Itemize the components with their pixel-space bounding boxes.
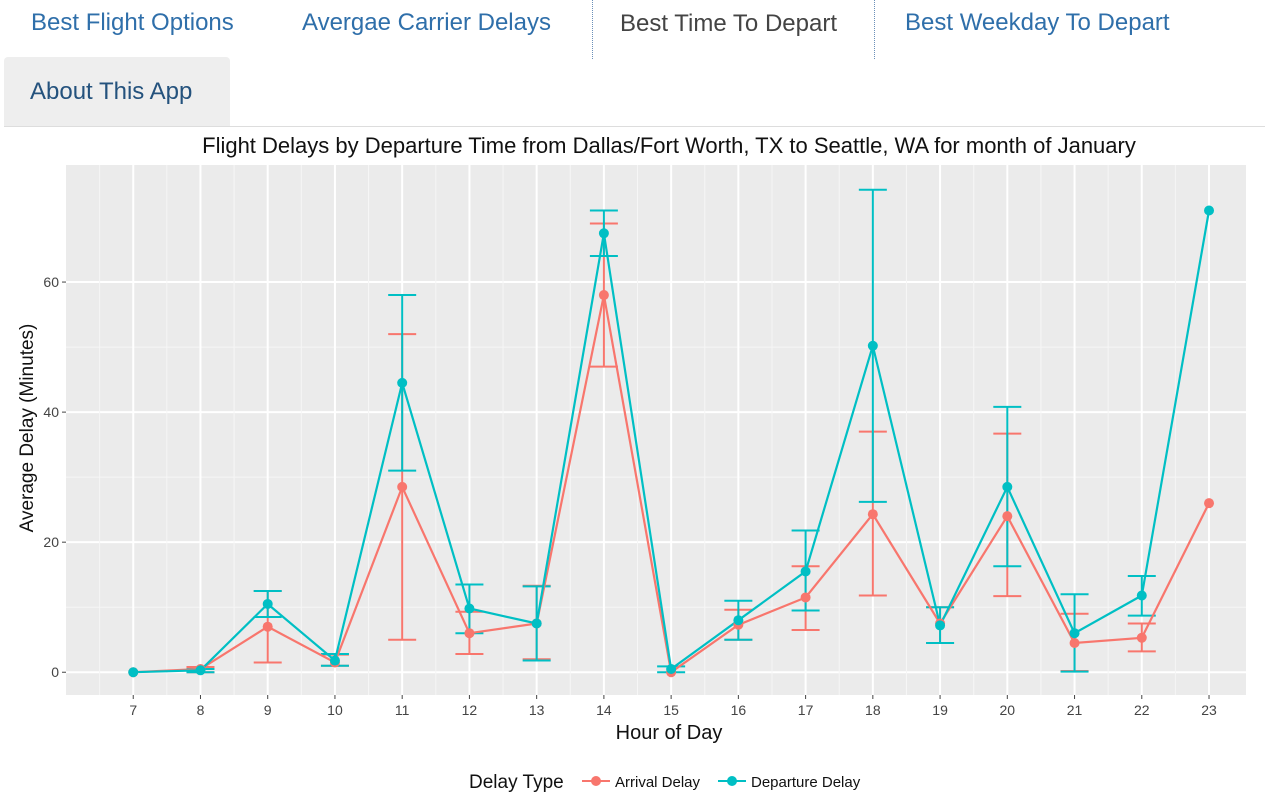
x-tick-label: 13: [529, 702, 545, 718]
data-point-departure: [464, 603, 475, 614]
data-point-departure: [800, 566, 811, 577]
x-tick-label: 10: [327, 702, 343, 718]
data-point-departure: [531, 618, 542, 629]
data-point-arrival: [464, 628, 475, 639]
data-point-arrival: [1136, 632, 1147, 643]
data-point-departure: [195, 665, 206, 676]
x-tick-label: 16: [731, 702, 747, 718]
data-point-departure: [329, 655, 340, 666]
data-point-departure: [1069, 628, 1080, 639]
legend-title: Delay Type: [469, 772, 564, 793]
legend-arrival-label: Arrival Delay: [615, 774, 701, 791]
tab-best-flight-options[interactable]: Best Flight Options: [31, 9, 234, 36]
x-tick-label: 8: [197, 702, 205, 718]
legend-departure-label: Departure Delay: [751, 774, 861, 791]
y-tick-label: 40: [43, 404, 59, 420]
x-tick-label: 14: [596, 702, 612, 718]
data-point-departure: [128, 667, 139, 678]
plot-panel: [66, 165, 1246, 695]
chart-title: Flight Delays by Departure Time from Dal…: [202, 133, 1136, 158]
series-points: [128, 205, 1215, 678]
data-point-departure: [397, 377, 408, 388]
data-point-departure: [666, 663, 677, 674]
data-point-arrival: [800, 592, 811, 603]
legend: Delay Type Arrival Delay Departure Delay: [469, 772, 861, 793]
data-point-departure: [733, 615, 744, 626]
x-tick-label: 19: [932, 702, 948, 718]
data-point-departure: [1204, 205, 1215, 216]
tab-average-carrier-delays[interactable]: Avergae Carrier Delays: [302, 9, 551, 36]
x-tick-label: 9: [264, 702, 272, 718]
data-point-arrival: [262, 621, 273, 632]
data-point-arrival: [598, 290, 609, 301]
tab-about-this-app[interactable]: About This App: [4, 57, 230, 127]
x-tick-label: 12: [462, 702, 478, 718]
y-axis-label: Average Delay (Minutes): [17, 324, 38, 533]
data-point-arrival: [1204, 498, 1215, 509]
y-tick-label: 20: [43, 534, 59, 550]
tab-divider: [4, 126, 1265, 127]
x-tick-label: 23: [1201, 702, 1217, 718]
data-point-arrival: [1069, 637, 1080, 648]
data-point-departure: [1136, 590, 1147, 601]
data-point-arrival: [397, 481, 408, 492]
data-point-arrival: [867, 509, 878, 520]
legend-departure: Departure Delay: [718, 774, 861, 791]
y-tick-label: 60: [43, 274, 59, 290]
tab-bar: Best Flight Options Avergae Carrier Dela…: [0, 0, 1265, 128]
data-point-departure: [1002, 481, 1013, 492]
data-point-departure: [935, 620, 946, 631]
data-point-departure: [598, 228, 609, 239]
data-point-departure: [867, 340, 878, 351]
x-tick-label: 18: [865, 702, 881, 718]
delay-chart: Flight Delays by Departure Time from Dal…: [17, 133, 1246, 793]
legend-arrival: Arrival Delay: [582, 774, 701, 791]
tab-best-time-to-depart[interactable]: Best Time To Depart: [592, 0, 875, 59]
x-tick-label: 22: [1134, 702, 1150, 718]
x-tick-label: 15: [663, 702, 679, 718]
x-tick-label: 11: [395, 702, 410, 718]
y-tick-label: 0: [51, 664, 59, 680]
tab-best-weekday-to-depart[interactable]: Best Weekday To Depart: [905, 9, 1170, 36]
x-axis-label: Hour of Day: [616, 722, 723, 744]
data-point-departure: [262, 598, 273, 609]
x-tick-label: 17: [798, 702, 814, 718]
data-point-arrival: [1002, 511, 1013, 522]
axes: 0 20 40 60 7 8 9 10 11 12 13 14 15 16 17 18 19 20 21 22 23: [43, 274, 1217, 718]
x-tick-label: 21: [1067, 702, 1083, 718]
x-tick-label: 7: [129, 702, 137, 718]
x-tick-label: 20: [1000, 702, 1016, 718]
